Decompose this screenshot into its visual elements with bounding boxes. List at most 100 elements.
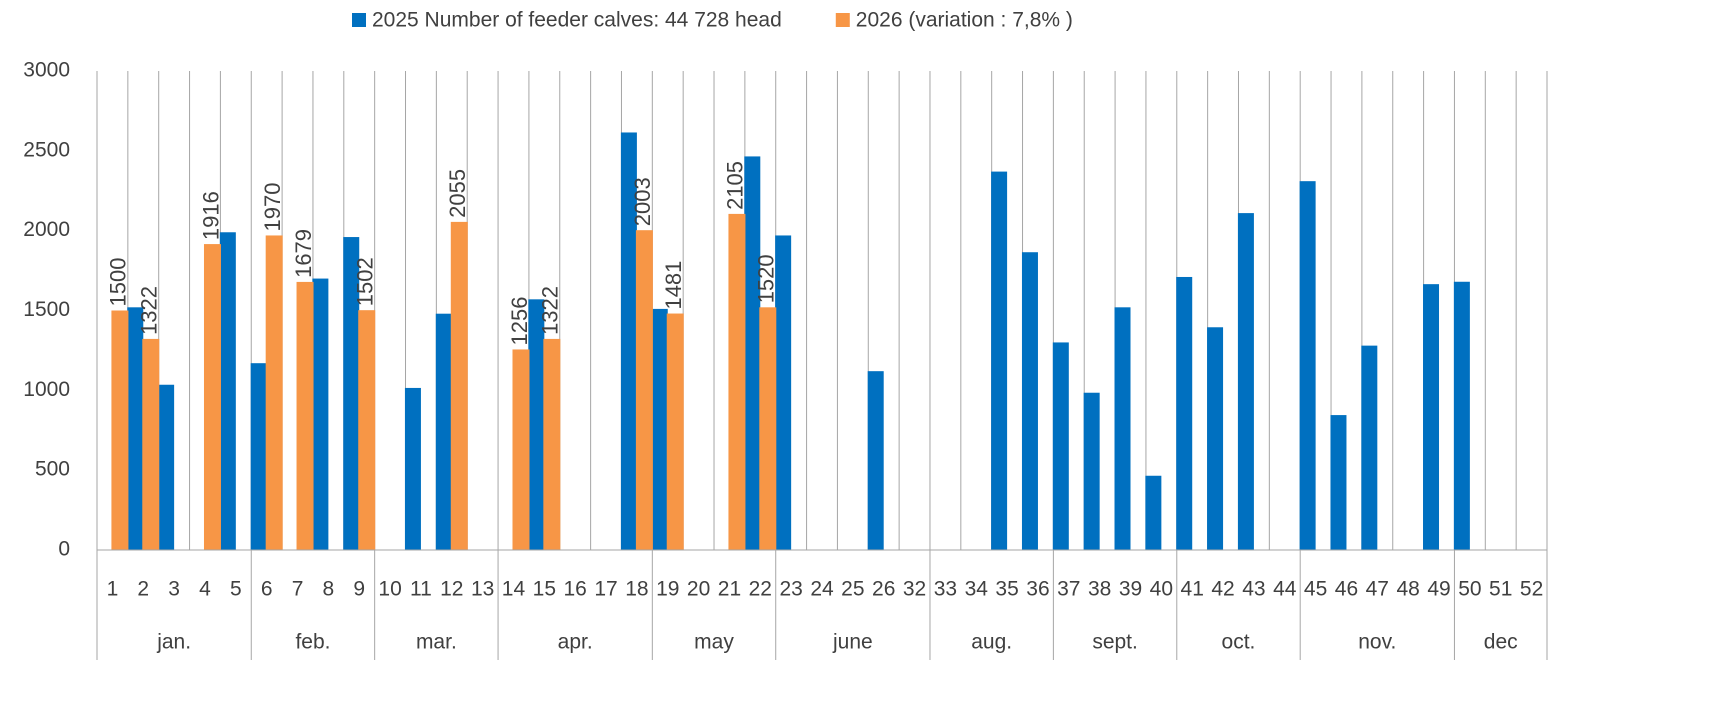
x-tick-label: 41 [1181,578,1204,601]
x-tick-label: 32 [903,578,926,601]
legend-swatch [835,13,850,27]
x-tick-label: 18 [625,578,648,601]
x-tick-label: 14 [502,578,526,601]
bar [265,235,283,550]
bar [296,281,314,550]
group-label: may [694,631,734,654]
x-tick-label: 34 [965,578,989,601]
x-tick-label: 11 [410,578,432,601]
data-label: 1502 [353,257,378,306]
x-tick-label: 36 [1026,578,1049,601]
bar [1299,181,1316,551]
x-tick-label: 48 [1396,578,1419,601]
bar [1176,276,1193,550]
x-tick-label: 9 [353,578,365,601]
y-tick-label: 3000 [23,59,70,82]
bar [219,232,236,550]
bar [775,235,792,550]
data-label: 2105 [723,161,748,210]
x-tick-label: 25 [841,578,864,601]
x-tick-label: 42 [1211,578,1234,601]
x-tick-label: 37 [1057,578,1080,601]
data-label: 2055 [445,169,470,218]
bar [1052,342,1069,550]
x-tick-label: 17 [594,578,617,601]
x-tick-label: 43 [1242,578,1265,601]
x-tick-label: 5 [230,578,242,601]
x-tick-label: 4 [199,578,211,601]
bar [111,310,129,550]
y-tick-label: 0 [58,538,70,561]
group-label: sept. [1092,631,1138,654]
bar [358,310,376,550]
group-label: dec [1484,631,1518,654]
x-tick-label: 24 [810,578,834,601]
bar [1145,475,1162,550]
bar [1207,327,1224,550]
bar [1453,281,1470,550]
legend-swatch [352,13,366,27]
x-tick-label: 39 [1119,578,1142,601]
x-tick-label: 33 [934,578,957,601]
x-tick-label: 46 [1335,578,1358,601]
x-tick-label: 15 [533,578,556,601]
bar [620,132,637,550]
data-label: 2003 [630,177,655,226]
bar [651,308,668,550]
x-tick-label: 40 [1150,578,1173,601]
data-label: 1679 [291,229,316,278]
data-label: 1500 [106,258,131,307]
x-tick-label: 26 [872,578,895,601]
bar [528,299,545,550]
x-tick-label: 13 [471,578,494,601]
y-tick-label: 2000 [23,218,70,241]
x-tick-label: 8 [323,578,335,601]
data-label: 1520 [754,254,779,303]
bar [435,313,452,550]
bar [867,371,884,550]
bar [127,307,144,550]
x-tick-label: 1 [107,578,119,601]
x-tick-label: 21 [718,578,741,601]
bar [512,349,530,550]
bar [543,338,561,550]
y-tick-label: 1500 [23,298,70,321]
x-tick-label: 47 [1366,578,1389,601]
x-tick-label: 23 [779,578,802,601]
x-tick-label: 45 [1304,578,1327,601]
x-tick-label: 38 [1088,578,1111,601]
x-tick-label: 35 [995,578,1018,601]
bar [450,221,468,550]
x-tick-label: 50 [1458,578,1481,601]
bar [203,244,221,550]
y-tick-label: 2500 [23,138,70,161]
x-tick-label: 20 [687,578,710,601]
data-label: 1970 [260,183,285,232]
x-tick-label: 3 [168,578,180,601]
bar [142,338,160,550]
bar [158,384,175,550]
group-label: nov. [1358,631,1396,654]
bar [1021,252,1038,550]
group-label: jan. [156,631,191,654]
x-tick-label: 49 [1427,578,1450,601]
x-tick-label: 10 [378,578,401,601]
data-label: 1481 [661,261,686,310]
x-tick-label: 51 [1489,578,1512,601]
x-tick-label: 44 [1273,578,1297,601]
bar [1114,307,1131,550]
bar [666,313,684,550]
group-label: aug. [971,631,1012,654]
data-label: 1322 [538,286,563,335]
x-tick-label: 52 [1520,578,1543,601]
data-label: 1322 [137,286,162,335]
legend-label: 2026 (variation : 7,8% ) [856,9,1073,32]
x-tick-label: 2 [137,578,149,601]
group-label: apr. [558,631,593,654]
legend-label: 2025 Number of feeder calves: 44 728 hea… [372,9,782,32]
group-label: feb. [295,631,330,654]
x-tick-label: 6 [261,578,273,601]
bar [635,230,653,550]
group-label: june [832,631,873,654]
